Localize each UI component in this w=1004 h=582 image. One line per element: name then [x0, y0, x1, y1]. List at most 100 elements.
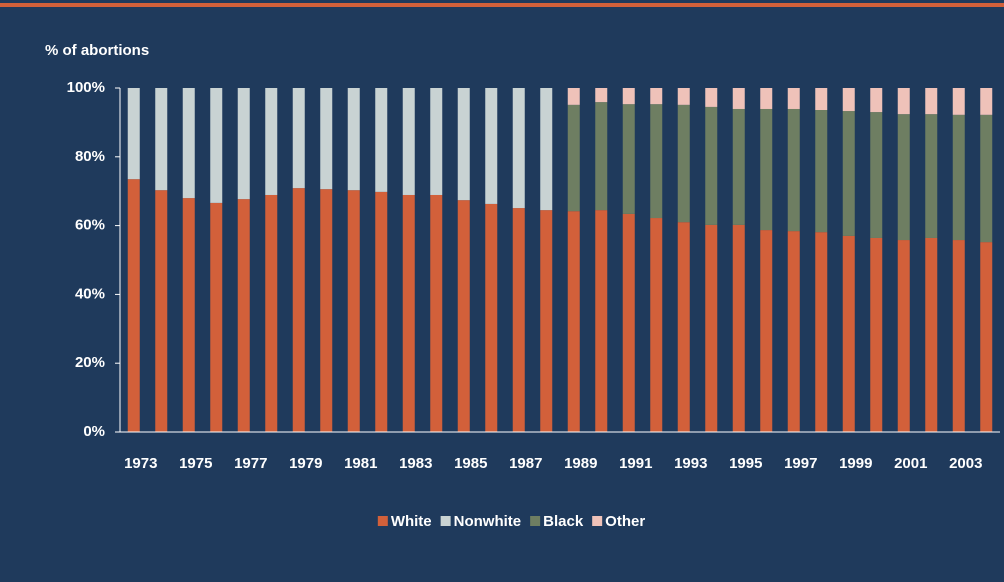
bar-segment [540, 88, 553, 211]
bar-segment [897, 88, 910, 115]
bar-segment [347, 88, 360, 191]
bar-segment [320, 189, 333, 432]
bar-segment [760, 230, 773, 432]
bar-segment [925, 114, 938, 238]
y-tick-label: 20% [75, 354, 105, 371]
bar-segment [457, 200, 470, 432]
bar-segment [430, 194, 443, 432]
bar-segment [567, 88, 580, 105]
x-tick-label: 1999 [839, 455, 872, 472]
bar-segment [732, 224, 745, 432]
x-tick-label: 2001 [894, 455, 927, 472]
y-axis-label: % of abortions [45, 42, 149, 59]
x-tick-label: 1991 [619, 455, 652, 472]
bar-segment [622, 88, 635, 105]
bar-segment [237, 88, 250, 200]
bar-segment [980, 88, 993, 115]
x-tick-label: 1973 [124, 455, 157, 472]
bar-segment [815, 110, 828, 233]
bar-segment [485, 203, 498, 432]
bar-segment [980, 114, 993, 243]
bar-segment [705, 106, 718, 225]
y-tick-label: 40% [75, 285, 105, 302]
legend-swatch [530, 516, 541, 526]
bar-segment [127, 88, 140, 180]
bar-segment [595, 210, 608, 432]
x-tick-label: 1981 [344, 455, 377, 472]
bar-segment [732, 108, 745, 225]
legend-label: White [391, 513, 432, 530]
bar-segment [677, 88, 690, 105]
bar-segment [842, 111, 855, 236]
bar-segment [292, 88, 305, 189]
bar-segment [787, 88, 800, 109]
bar-segment [320, 88, 333, 190]
bar-segment [897, 240, 910, 432]
bar-segment [650, 218, 663, 432]
bar-segment [870, 88, 883, 113]
bar-segment [925, 88, 938, 115]
bar-segment [540, 210, 553, 432]
x-tick-label: 2003 [949, 455, 982, 472]
bar-segment [457, 88, 470, 201]
bar-segment [815, 232, 828, 432]
bar-segment [265, 88, 278, 195]
legend-swatch [377, 516, 388, 526]
bar-segment [375, 88, 388, 192]
bar-segment [567, 211, 580, 432]
bar-segment [677, 104, 690, 223]
bar-segment [787, 231, 800, 432]
bar-segment [182, 88, 195, 199]
bar-segment [925, 237, 938, 432]
bar-segment [595, 88, 608, 103]
bar-segment [402, 88, 415, 195]
bar-segment [210, 202, 223, 432]
bar-segment [952, 114, 965, 241]
bar-segment [622, 213, 635, 432]
bar-segment [980, 242, 993, 432]
x-tick-label: 1987 [509, 455, 542, 472]
bar-segment [127, 179, 140, 432]
legend-swatch [440, 516, 451, 526]
bar-segment [512, 88, 525, 209]
bar-segment [155, 88, 168, 191]
x-tick-label: 1979 [289, 455, 322, 472]
x-tick-label: 1995 [729, 455, 762, 472]
bar-segment [787, 108, 800, 232]
x-tick-label: 1985 [454, 455, 487, 472]
bar-segment [622, 104, 635, 214]
bar-segment [237, 199, 250, 432]
legend-label: Black [543, 513, 584, 530]
bar-segment [567, 104, 580, 212]
top-rule [0, 3, 1004, 7]
y-tick-label: 80% [75, 148, 105, 165]
x-tick-label: 1993 [674, 455, 707, 472]
bar-segment [375, 191, 388, 432]
bar-segment [760, 88, 773, 109]
bar-segment [897, 114, 910, 241]
bar-segment [705, 224, 718, 432]
legend-label: Nonwhite [454, 513, 522, 530]
x-tick-label: 1977 [234, 455, 267, 472]
x-tick-label: 1983 [399, 455, 432, 472]
bar-segment [512, 208, 525, 432]
bar-segment [705, 88, 718, 107]
bar-segment [952, 88, 965, 115]
bar-segment [677, 222, 690, 432]
bar-segment [842, 235, 855, 432]
bar-segment [815, 88, 828, 111]
bar-segment [485, 88, 498, 204]
bar-segment [292, 188, 305, 432]
bar-segment [870, 237, 883, 432]
bar-segment [650, 88, 663, 105]
bar-segment [402, 194, 415, 432]
bar-segment [650, 104, 663, 219]
bar-segment [155, 190, 168, 432]
legend-swatch [592, 516, 603, 526]
bar-segment [347, 190, 360, 432]
bar-segment [265, 194, 278, 432]
bar-segment [732, 88, 745, 109]
legend-label: Other [605, 513, 645, 530]
